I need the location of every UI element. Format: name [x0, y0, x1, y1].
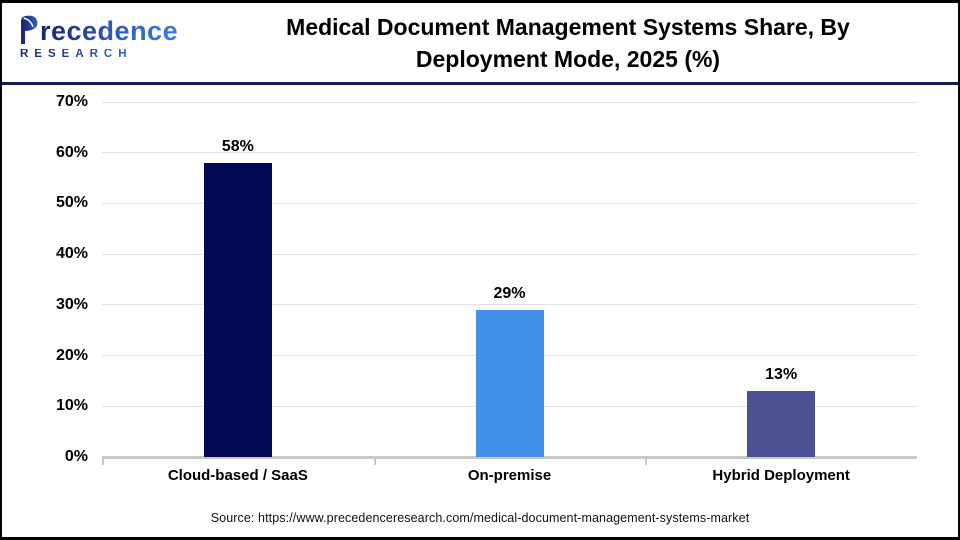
- y-tick-label: 20%: [55, 346, 88, 364]
- logo-subtitle: RESEARCH: [18, 48, 188, 61]
- logo-wordmark-row: recedence: [18, 15, 188, 45]
- precedence-research-logo: recedence RESEARCH: [18, 15, 188, 61]
- bar-1: [203, 162, 272, 457]
- category-label: Cloud-based / SaaS: [167, 467, 308, 484]
- x-axis-tick: [645, 457, 648, 465]
- source-text: Source: https://www.precedenceresearch.c…: [210, 511, 750, 525]
- footer: Source: https://www.precedenceresearch.c…: [2, 509, 958, 527]
- x-axis-line: [102, 456, 917, 459]
- bar-value-label: 13%: [765, 366, 798, 384]
- chart-title-line1: Medical Document Management Systems Shar…: [286, 14, 850, 40]
- plot-area: 58% 29% 13%: [102, 101, 917, 465]
- logo-wordmark-rest: recedence: [40, 16, 179, 46]
- category-label: Hybrid Deployment: [712, 467, 850, 484]
- gridline: [102, 304, 917, 306]
- y-tick-label: 0%: [64, 448, 88, 465]
- header: recedence RESEARCH Medical Document Mana…: [2, 3, 958, 85]
- gridline: [102, 101, 917, 103]
- x-axis-tick: [102, 457, 104, 465]
- bar-2: [475, 309, 544, 457]
- x-axis-tick: [373, 457, 376, 465]
- y-tick-label: 30%: [55, 295, 88, 313]
- x-axis-labels: Cloud-based / SaaS On-premise Hybrid Deplo…: [102, 467, 917, 484]
- chart-area: 0% 10% 20% 30% 40% 50% 60% 70% 58% 29% 13% Cloud-…: [2, 85, 958, 498]
- bar-3: [747, 391, 816, 457]
- bar-value-label: 29%: [493, 284, 526, 302]
- bar-value-label: 58%: [221, 137, 254, 155]
- category-label: On-premise: [467, 467, 552, 484]
- y-tick-label: 40%: [55, 245, 88, 263]
- gridline: [102, 152, 917, 154]
- chart-title-line2: Deployment Mode, 2025 (%): [415, 45, 721, 72]
- y-axis: 0% 10% 20% 30% 40% 50% 60% 70%: [28, 85, 88, 498]
- y-tick-label: 70%: [55, 93, 88, 110]
- gridline: [102, 253, 917, 255]
- y-tick-label: 50%: [55, 194, 88, 212]
- chart-title: Medical Document Management Systems Shar…: [192, 12, 944, 75]
- gridline: [102, 202, 917, 204]
- y-tick-label: 60%: [55, 143, 88, 161]
- leaf-p-icon: [21, 15, 38, 45]
- y-tick-label: 10%: [55, 397, 88, 415]
